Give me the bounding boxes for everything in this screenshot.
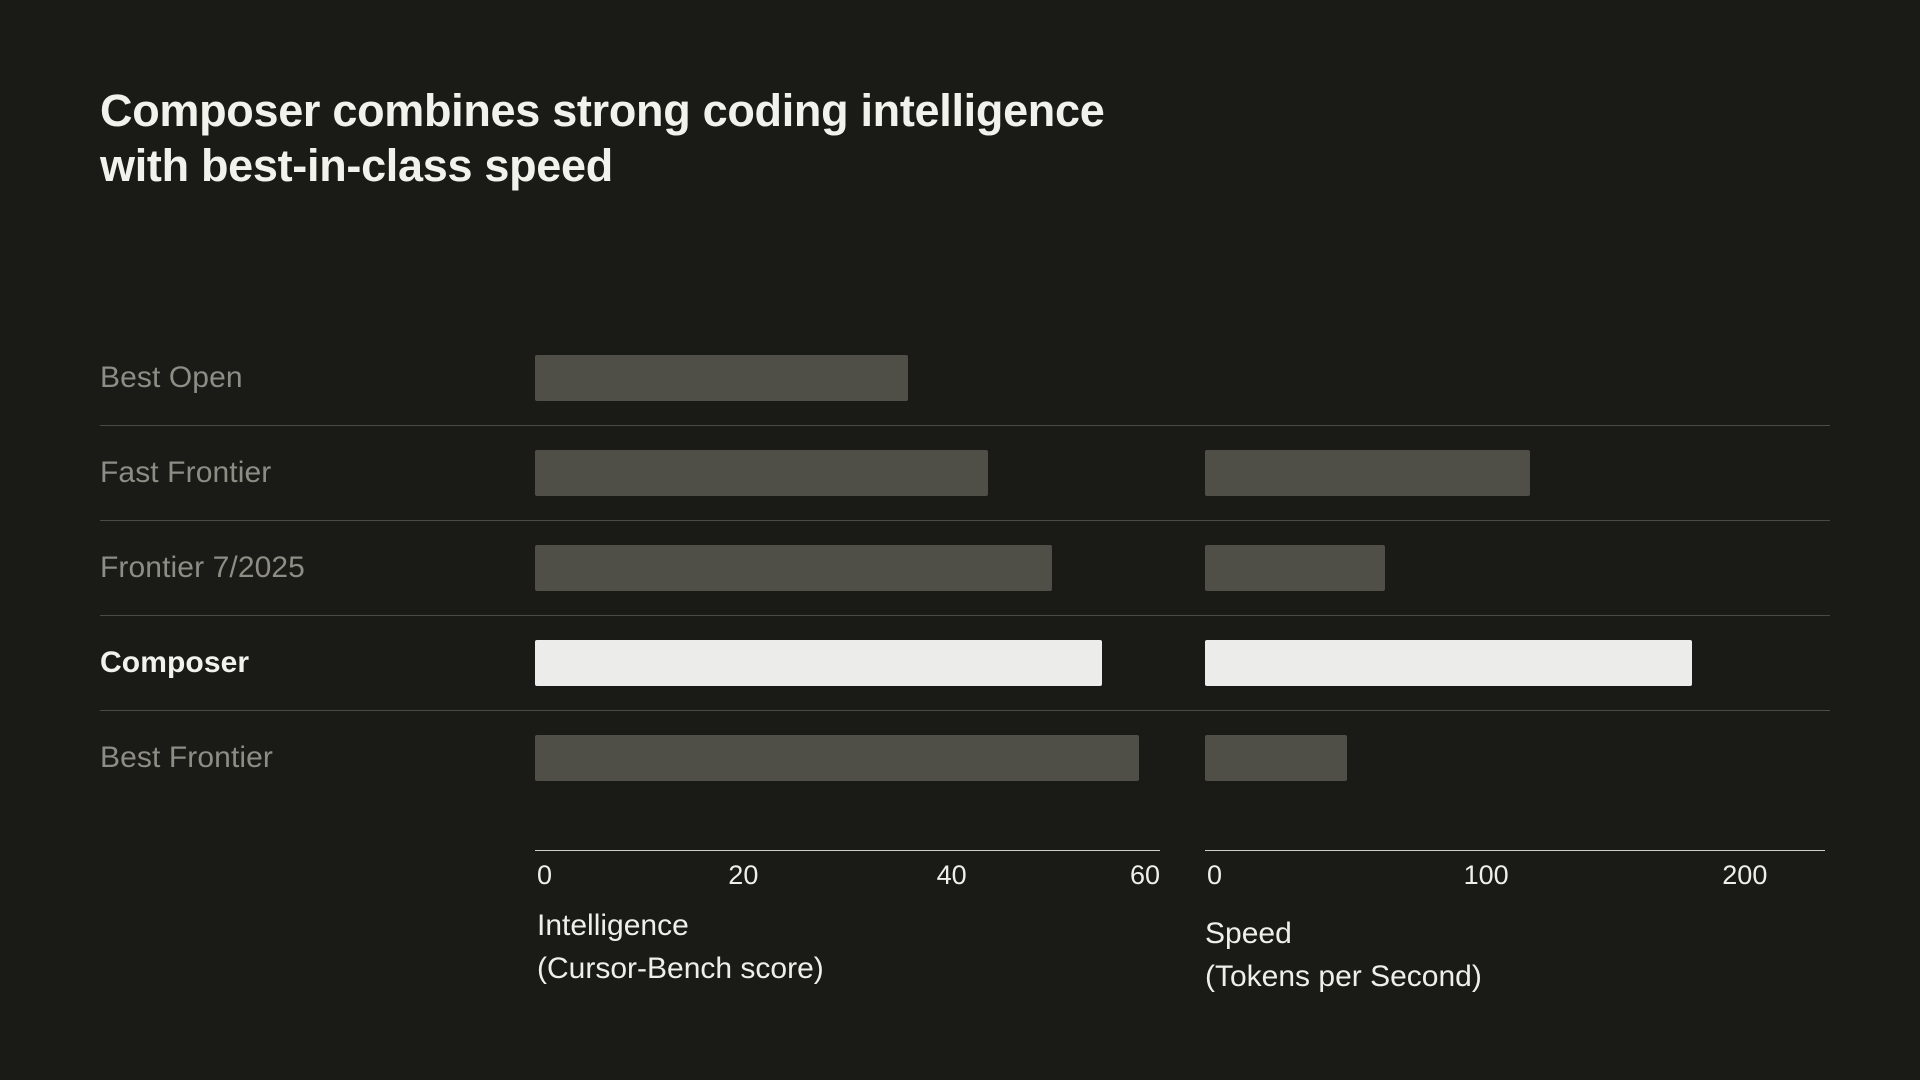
chart-row: Best Open (100, 330, 1830, 425)
bar-speed (1205, 735, 1347, 781)
bar-intelligence (535, 735, 1139, 781)
axis-line-speed (1205, 850, 1825, 851)
speed-tick: 0 (1207, 860, 1223, 890)
axis-caption-speed-line-1: Speed (1205, 917, 1292, 950)
chart-rows: Best Open Fast Frontier Frontier 7/2025 Com… (100, 330, 1830, 850)
bar-intelligence (535, 640, 1102, 686)
bar-speed (1205, 450, 1530, 496)
bar-speed (1205, 640, 1692, 686)
intelligence-tick: 60 (1129, 860, 1160, 890)
intelligence-tick: 40 (936, 860, 967, 890)
chart-row-label: Composer (100, 646, 250, 679)
bar-intelligence (535, 354, 908, 401)
chart-row-label: Fast Frontier (100, 456, 272, 489)
chart-row: Frontier 7/2025 (100, 520, 1830, 615)
axis-caption-intelligence: Intelligence (Cursor-Bench score) (537, 905, 824, 990)
axis-caption-intelligence-line-2: (Cursor-Bench score) (537, 951, 824, 985)
speed-tick: 100 (1463, 860, 1509, 890)
bar-speed (1205, 545, 1385, 591)
chart-row: Fast Frontier (100, 425, 1830, 520)
page-title-line-1: Composer combines strong coding intellig… (100, 85, 1105, 136)
axis-caption-intelligence-line-1: Intelligence (537, 909, 689, 942)
axis-caption-speed: Speed (Tokens per Second) (1205, 913, 1482, 998)
chart-row: Best Frontier (100, 710, 1830, 805)
axis-line-intelligence (535, 850, 1160, 851)
chart-row-label: Best Frontier (100, 741, 274, 774)
page-title-line-2: with best-in-class speed (100, 139, 613, 191)
axis-caption-speed-line-2: (Tokens per Second) (1205, 959, 1482, 993)
intelligence-tick: 20 (728, 860, 759, 890)
chart-row-label: Best Open (100, 360, 243, 394)
bar-intelligence (535, 545, 1052, 591)
chart-row: Composer (100, 615, 1830, 710)
page-title: Composer combines strong coding intellig… (100, 84, 1400, 194)
bar-intelligence (535, 450, 988, 496)
speed-tick: 200 (1722, 860, 1768, 890)
chart-row-label: Frontier 7/2025 (100, 551, 305, 584)
intelligence-tick: 0 (537, 860, 553, 890)
